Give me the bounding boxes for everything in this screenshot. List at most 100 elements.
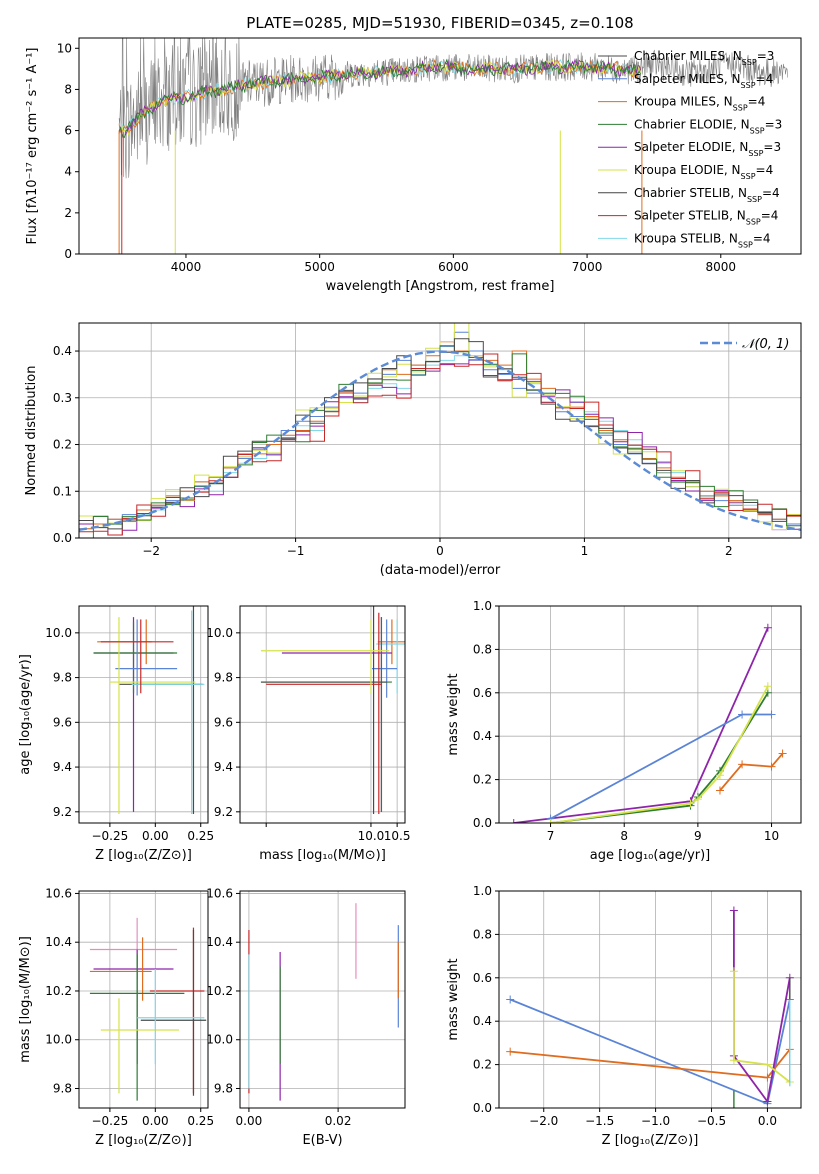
figure-title: PLATE=0285, MJD=51930, FIBERID=0345, z=0… <box>246 14 633 32</box>
x-tick-label: 10.0 <box>358 829 385 843</box>
x-tick-label: −2 <box>142 544 160 558</box>
weight-age-marker <box>763 623 772 632</box>
y-axis-label: mass weight <box>446 673 461 755</box>
y-tick-label: 10.6 <box>45 886 72 900</box>
weight-age-series <box>550 713 772 820</box>
y-tick-label: 0.1 <box>53 484 72 498</box>
y-tick-label: 0.8 <box>473 642 492 656</box>
x-tick-label: 8 <box>620 829 628 843</box>
weight-z-lines <box>506 906 794 1108</box>
y-tick-label: 9.4 <box>214 760 233 774</box>
y-tick-label: 2 <box>64 206 72 220</box>
y-tick-label: 0 <box>64 247 72 261</box>
spectrum-panel: 4000 5000 6000 7000 8000 0 2 4 6 8 10 wavelength [A… <box>25 37 802 294</box>
y-tick-label: 10.0 <box>206 1033 233 1047</box>
x-tick-label: 0.00 <box>236 1114 263 1128</box>
y-tick-label: 0.2 <box>53 438 72 452</box>
y-tick-label: 10.4 <box>206 935 233 949</box>
weight-age-marker <box>509 819 518 823</box>
x-tick-label: 0.02 <box>325 1114 352 1128</box>
model-spectrum <box>118 58 641 138</box>
y-tick-label: 0.4 <box>53 344 72 358</box>
legend-label: Salpeter MILES, NSSP=4 <box>634 72 773 90</box>
x-tick-label: −1.0 <box>641 1114 670 1128</box>
histogram-panel: −2 −1 0 1 2 0.0 0.1 0.2 0.3 0.4 (data-model)/error… <box>24 322 802 578</box>
legend-label: Salpeter ELODIE, NSSP=3 <box>634 140 781 158</box>
x-tick-label: −0.25 <box>91 1114 128 1128</box>
plot-frame <box>78 890 209 1109</box>
x-tick-label: 4000 <box>171 260 202 274</box>
weight-age-lines <box>509 623 787 823</box>
y-tick-label: 9.4 <box>53 760 72 774</box>
y-tick-label: 0.8 <box>473 927 492 941</box>
y-tick-label: 0.4 <box>473 1014 492 1028</box>
y-axis-label: Flux [fλ10⁻¹⁷ erg cm⁻² s⁻¹ A⁻¹] <box>25 48 40 245</box>
x-tick-label: −2.0 <box>529 1114 558 1128</box>
x-tick-label: 0 <box>436 544 444 558</box>
histogram-series <box>79 338 801 530</box>
plot-frame <box>498 890 802 1109</box>
histogram-series <box>79 323 801 530</box>
weight-vs-z-panel: −2.0 −1.5 −1.0 −0.5 0.0 0.0 0.2 0.4 0.6 0.8 1.0 Z [… <box>446 884 802 1148</box>
weight-age-marker <box>715 786 724 795</box>
y-tick-label: 4 <box>64 165 72 179</box>
histogram-steps <box>79 323 801 538</box>
y-axis-label: Normed distribution <box>24 366 39 496</box>
mass-vs-z-panel: −0.25 0.00 0.25 9.8 10.0 10.2 10.4 10.6 Z [log₁₀… <box>18 886 214 1148</box>
x-tick-label: 8000 <box>706 260 737 274</box>
weight-z-marker <box>506 995 515 1004</box>
y-tick-label: 9.2 <box>214 805 233 819</box>
x-axis-label: E(B-V) <box>302 1133 342 1148</box>
weight-z-marker <box>729 1056 738 1065</box>
plot-frame <box>78 605 209 824</box>
y-tick-label: 0.0 <box>53 531 72 545</box>
y-tick-label: 0.6 <box>473 971 492 985</box>
y-tick-label: 0.3 <box>53 391 72 405</box>
y-tick-label: 6 <box>64 124 72 138</box>
x-tick-label: 0.25 <box>187 829 214 843</box>
y-tick-label: 10.0 <box>206 626 233 640</box>
age-z-errorbars <box>93 606 205 815</box>
legend-label: Kroupa STELIB, NSSP=4 <box>634 231 771 249</box>
weight-age-marker <box>715 771 724 780</box>
y-tick-label: 1.0 <box>473 884 492 898</box>
legend-label: Chabrier ELODIE, NSSP=3 <box>634 117 782 135</box>
weight-age-series <box>719 753 784 792</box>
y-tick-label: 9.8 <box>214 1081 233 1095</box>
x-tick-label: 7000 <box>572 260 603 274</box>
histogram-series <box>79 353 801 536</box>
x-axis-label: wavelength [Angstrom, rest frame] <box>326 279 555 294</box>
mass-vs-ebv-panel: 0.00 0.02 9.8 10.0 10.2 10.4 10.6 E(B-V) <box>206 886 406 1148</box>
mass-z-errorbars <box>89 917 207 1101</box>
y-axis-label: age [log₁₀(age/yr)] <box>18 654 33 775</box>
y-tick-label: 9.2 <box>53 805 72 819</box>
weight-age-marker <box>686 799 695 808</box>
x-tick-label: −1.5 <box>585 1114 614 1128</box>
plot-frame <box>78 37 802 255</box>
plot-frame <box>239 890 406 1109</box>
mass-ebv-errorbars <box>248 903 399 1101</box>
y-tick-label: 10.4 <box>45 935 72 949</box>
age-mass-errorbars <box>260 606 405 815</box>
x-axis-label: Z [log₁₀(Z/Z⊙)] <box>602 1133 699 1148</box>
y-tick-label: 10.2 <box>206 984 233 998</box>
weight-age-marker <box>778 749 787 758</box>
weight-age-marker <box>738 760 747 769</box>
weight-z-series <box>733 971 791 1083</box>
y-tick-label: 0.6 <box>473 686 492 700</box>
y-tick-label: 9.6 <box>53 715 72 729</box>
plot-frame <box>498 605 802 824</box>
x-tick-label: 6000 <box>438 260 469 274</box>
model-spectrum <box>118 58 641 138</box>
y-tick-label: 0.0 <box>473 1101 492 1115</box>
x-tick-label: 0.00 <box>142 829 169 843</box>
y-tick-label: 10.6 <box>206 886 233 900</box>
plot-frame <box>78 322 802 539</box>
gaussian-curve <box>79 350 801 531</box>
x-axis-label: Z [log₁₀(Z/Z⊙)] <box>95 1133 192 1148</box>
y-tick-label: 10.0 <box>45 626 72 640</box>
weight-age-marker <box>546 819 555 823</box>
gaussian-legend-label: 𝒩(0, 1) <box>742 337 789 352</box>
